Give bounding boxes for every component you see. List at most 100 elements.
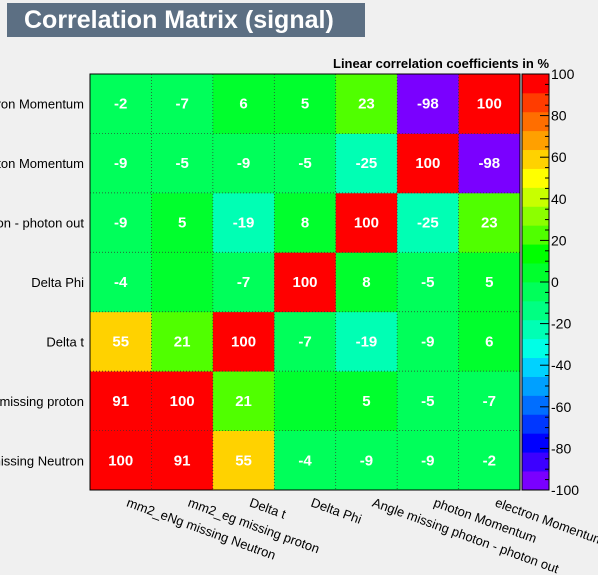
heatmap-cell	[274, 430, 337, 491]
heatmap-cell	[397, 252, 459, 313]
cell-value-label: -19	[233, 215, 255, 232]
colorbar	[521, 73, 550, 491]
plot-frame	[89, 73, 521, 491]
heatmap-cells	[90, 74, 521, 491]
colorbar-swatch	[522, 168, 549, 188]
heatmap-cell	[335, 74, 398, 134]
cell-value-label: 100	[477, 96, 502, 113]
cell-value-label: 5	[362, 393, 370, 410]
heatmap-cell	[274, 74, 337, 134]
heatmap-cell	[151, 371, 214, 431]
y-axis-label: mm2_eNg missing Neutron	[0, 453, 84, 468]
cell-value-label: 8	[301, 215, 309, 232]
colorbar-swatch	[522, 263, 549, 283]
colorbar-swatch	[522, 244, 549, 264]
heatmap-cell	[458, 133, 521, 194]
y-axis-label: Delta t	[46, 334, 84, 349]
cell-value-label: 100	[354, 215, 379, 232]
cell-value-label: -9	[237, 155, 250, 172]
heatmap-cell	[90, 371, 152, 431]
cell-value-label: 91	[174, 452, 191, 469]
colorbar-tick-label: 40	[551, 191, 567, 207]
colorbar-tick-label: 80	[551, 108, 567, 124]
colorbar-swatch	[522, 206, 549, 226]
colorbar-swatch	[522, 92, 549, 113]
colorbar-swatch	[522, 471, 549, 491]
colorbar-tick-label: 60	[551, 149, 567, 165]
heatmap-cell	[397, 371, 459, 431]
heatmap-cell	[151, 133, 214, 194]
heatmap-cell	[274, 371, 337, 431]
heatmap-grid	[90, 74, 520, 490]
colorbar-tick-label: 100	[551, 66, 575, 82]
colorbar-swatch	[522, 452, 549, 472]
cell-value-label: -98	[478, 155, 500, 172]
cell-value-label: -9	[360, 452, 373, 469]
heatmap-cell	[90, 133, 152, 194]
heatmap-cell	[90, 311, 152, 372]
colorbar-tick-label: 20	[551, 232, 567, 248]
heatmap-cell	[458, 430, 521, 491]
cell-value-label: -7	[175, 96, 188, 113]
heatmap-cell	[90, 430, 152, 491]
cell-value-label: -5	[298, 155, 311, 172]
colorbar-tick-label: 0	[551, 274, 559, 290]
colorbar-swatch	[522, 187, 549, 207]
heatmap-cell	[90, 74, 152, 134]
cell-value-label: 21	[235, 393, 252, 410]
cell-value-label: 8	[362, 274, 370, 291]
heatmap-cell	[397, 192, 459, 253]
heatmap-cell	[397, 311, 459, 372]
colorbar-swatch	[522, 300, 549, 321]
cell-value-label: -19	[356, 333, 378, 350]
colorbar-swatch	[522, 414, 549, 434]
cell-value-label: -9	[114, 215, 127, 232]
heatmap-cell	[151, 192, 214, 253]
heatmap-cell	[90, 192, 152, 253]
cell-value-label: 100	[108, 452, 133, 469]
cell-value-label: -7	[483, 393, 496, 410]
heatmap-cell	[335, 252, 398, 313]
heatmap-cell	[458, 252, 521, 313]
heatmap-cell	[335, 133, 398, 194]
cell-value-label: 100	[231, 333, 256, 350]
cell-value-label: 100	[415, 155, 440, 172]
cell-value-label: -25	[356, 155, 378, 172]
cell-value-label: 6	[239, 96, 247, 113]
heatmap-cell	[212, 133, 275, 194]
y-axis-label: photon Momentum	[0, 156, 84, 171]
colorbar-tick-label: -60	[551, 399, 571, 415]
heatmap-cell	[274, 192, 337, 253]
colorbar-swatch	[522, 111, 549, 132]
chart-title: Correlation Matrix (signal)	[7, 3, 365, 37]
colorbar-tick-label: -100	[551, 482, 579, 498]
y-axis-label: electron Momentum	[0, 97, 84, 112]
heatmap-cell	[335, 371, 398, 431]
chart-subtitle: Linear correlation coefficients in %	[333, 56, 549, 71]
colorbar-tick-label: -80	[551, 440, 571, 456]
cell-value-label: -4	[298, 452, 312, 469]
heatmap-cell	[335, 311, 398, 372]
cell-value-label: 23	[358, 96, 375, 113]
colorbar-swatch	[522, 395, 549, 415]
heatmap-cell	[397, 74, 459, 134]
colorbar-tick-label: -40	[551, 357, 571, 373]
heatmap-cell	[458, 371, 521, 431]
cell-value-label: -7	[298, 333, 311, 350]
heatmap-cell	[274, 133, 337, 194]
cell-value-label: 55	[112, 333, 129, 350]
heatmap-cell	[212, 430, 275, 491]
cell-value-label: -9	[114, 155, 127, 172]
heatmap-cell	[274, 311, 337, 372]
colorbar-swatch	[522, 357, 549, 377]
cell-value-label: -5	[421, 274, 434, 291]
cell-value-label: 6	[485, 333, 493, 350]
cell-value-label: -25	[417, 215, 439, 232]
heatmap-cell	[90, 252, 152, 313]
cell-value-label: 91	[112, 393, 129, 410]
heatmap-cell	[212, 192, 275, 253]
y-axis-label: Delta Phi	[31, 275, 84, 290]
heatmap-cell	[212, 252, 275, 313]
heatmap-cell	[458, 192, 521, 253]
